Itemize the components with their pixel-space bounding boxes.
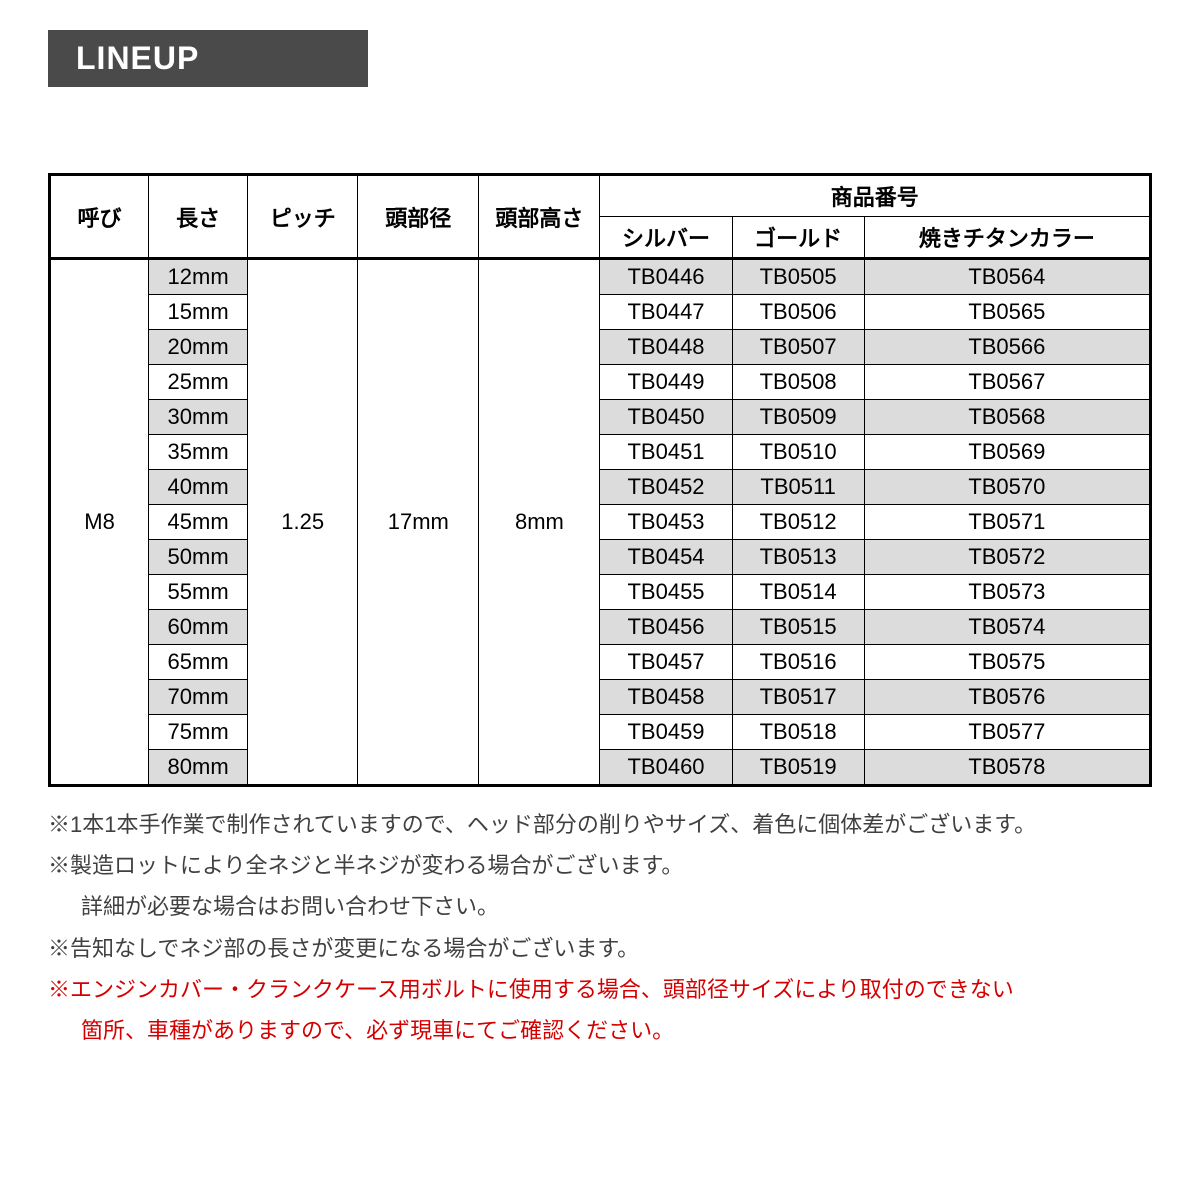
cell-length: 45mm — [149, 505, 248, 540]
cell-head_dia: 17mm — [358, 259, 479, 786]
cell-t: TB0573 — [864, 575, 1150, 610]
cell-t: TB0574 — [864, 610, 1150, 645]
cell-s: TB0456 — [600, 610, 732, 645]
cell-length: 40mm — [149, 470, 248, 505]
cell-s: TB0446 — [600, 259, 732, 295]
col-head-h: 頭部高さ — [479, 175, 600, 259]
cell-s: TB0452 — [600, 470, 732, 505]
cell-g: TB0516 — [732, 645, 864, 680]
cell-g: TB0505 — [732, 259, 864, 295]
cell-head_h: 8mm — [479, 259, 600, 786]
cell-s: TB0450 — [600, 400, 732, 435]
cell-length: 70mm — [149, 680, 248, 715]
cell-s: TB0447 — [600, 295, 732, 330]
cell-length: 35mm — [149, 435, 248, 470]
cell-t: TB0571 — [864, 505, 1150, 540]
table-row: 20mm TB0448TB0507TB0566 — [50, 330, 1151, 365]
cell-length: 75mm — [149, 715, 248, 750]
cell-pitch: 1.25 — [248, 259, 358, 786]
cell-g: TB0510 — [732, 435, 864, 470]
table-row: 65mm TB0457TB0516TB0575 — [50, 645, 1151, 680]
cell-t: TB0578 — [864, 750, 1150, 786]
cell-g: TB0514 — [732, 575, 864, 610]
cell-g: TB0508 — [732, 365, 864, 400]
note-4a: ※エンジンカバー・クランクケース用ボルトに使用する場合、頭部径サイズにより取付の… — [48, 972, 1152, 1007]
cell-t: TB0566 — [864, 330, 1150, 365]
cell-t: TB0569 — [864, 435, 1150, 470]
table-row: M812mm1.2517mm8mmTB0446TB0505TB0564 — [50, 259, 1151, 295]
cell-t: TB0568 — [864, 400, 1150, 435]
table-row: 50mm TB0454TB0513TB0572 — [50, 540, 1151, 575]
col-pitch: ピッチ — [248, 175, 358, 259]
cell-s: TB0458 — [600, 680, 732, 715]
col-length: 長さ — [149, 175, 248, 259]
cell-g: TB0506 — [732, 295, 864, 330]
cell-s: TB0449 — [600, 365, 732, 400]
cell-t: TB0572 — [864, 540, 1150, 575]
table-row: 70mm TB0458TB0517TB0576 — [50, 680, 1151, 715]
cell-g: TB0517 — [732, 680, 864, 715]
cell-length: 15mm — [149, 295, 248, 330]
cell-t: TB0576 — [864, 680, 1150, 715]
cell-s: TB0459 — [600, 715, 732, 750]
cell-length: 65mm — [149, 645, 248, 680]
note-3: ※告知なしでネジ部の長さが変更になる場合がございます。 — [48, 931, 1152, 966]
cell-g: TB0518 — [732, 715, 864, 750]
table-row: 25mm TB0449TB0508TB0567 — [50, 365, 1151, 400]
table-row: 40mm TB0452TB0511TB0570 — [50, 470, 1151, 505]
note-4b: 箇所、車種がありますので、必ず現車にてご確認ください。 — [48, 1013, 1152, 1048]
cell-s: TB0455 — [600, 575, 732, 610]
col-silver: シルバー — [600, 217, 732, 259]
col-head-dia: 頭部径 — [358, 175, 479, 259]
cell-length: 30mm — [149, 400, 248, 435]
notes: ※1本1本手作業で制作されていますので、ヘッド部分の削りやサイズ、着色に個体差が… — [48, 807, 1152, 1048]
cell-length: 20mm — [149, 330, 248, 365]
note-1: ※1本1本手作業で制作されていますので、ヘッド部分の削りやサイズ、着色に個体差が… — [48, 807, 1152, 842]
cell-g: TB0519 — [732, 750, 864, 786]
cell-t: TB0567 — [864, 365, 1150, 400]
cell-length: 50mm — [149, 540, 248, 575]
cell-g: TB0512 — [732, 505, 864, 540]
cell-length: 25mm — [149, 365, 248, 400]
cell-length: 55mm — [149, 575, 248, 610]
table-row: 15mm TB0447TB0506TB0565 — [50, 295, 1151, 330]
lineup-table: 呼び 長さ ピッチ 頭部径 頭部高さ 商品番号 シルバー ゴールド 焼きチタンカ… — [48, 173, 1152, 787]
col-titanium: 焼きチタンカラー — [864, 217, 1150, 259]
cell-t: TB0565 — [864, 295, 1150, 330]
cell-length: 60mm — [149, 610, 248, 645]
note-2b: 詳細が必要な場合はお問い合わせ下さい。 — [48, 889, 1152, 924]
col-yobi: 呼び — [50, 175, 149, 259]
col-gold: ゴールド — [732, 217, 864, 259]
cell-g: TB0513 — [732, 540, 864, 575]
cell-g: TB0509 — [732, 400, 864, 435]
table-row: 60mm TB0456TB0515TB0574 — [50, 610, 1151, 645]
cell-g: TB0511 — [732, 470, 864, 505]
cell-length: 80mm — [149, 750, 248, 786]
cell-length: 12mm — [149, 259, 248, 295]
cell-yobi: M8 — [50, 259, 149, 786]
cell-s: TB0451 — [600, 435, 732, 470]
cell-s: TB0460 — [600, 750, 732, 786]
cell-s: TB0448 — [600, 330, 732, 365]
table-row: 55mm TB0455TB0514TB0573 — [50, 575, 1151, 610]
lineup-table-wrap: 呼び 長さ ピッチ 頭部径 頭部高さ 商品番号 シルバー ゴールド 焼きチタンカ… — [48, 173, 1152, 787]
table-row: 80mm TB0460TB0519TB0578 — [50, 750, 1151, 786]
table-row: 75mm TB0459TB0518TB0577 — [50, 715, 1151, 750]
col-product-no: 商品番号 — [600, 175, 1151, 217]
cell-t: TB0564 — [864, 259, 1150, 295]
cell-g: TB0515 — [732, 610, 864, 645]
cell-s: TB0457 — [600, 645, 732, 680]
section-heading: LINEUP — [48, 30, 368, 87]
cell-t: TB0577 — [864, 715, 1150, 750]
cell-s: TB0453 — [600, 505, 732, 540]
table-row: 30mm TB0450TB0509TB0568 — [50, 400, 1151, 435]
cell-t: TB0570 — [864, 470, 1150, 505]
table-row: 45mm TB0453TB0512TB0571 — [50, 505, 1151, 540]
note-2a: ※製造ロットにより全ネジと半ネジが変わる場合がございます。 — [48, 848, 1152, 883]
table-body: M812mm1.2517mm8mmTB0446TB0505TB056415mmT… — [50, 259, 1151, 786]
table-row: 35mm TB0451TB0510TB0569 — [50, 435, 1151, 470]
cell-g: TB0507 — [732, 330, 864, 365]
cell-t: TB0575 — [864, 645, 1150, 680]
cell-s: TB0454 — [600, 540, 732, 575]
